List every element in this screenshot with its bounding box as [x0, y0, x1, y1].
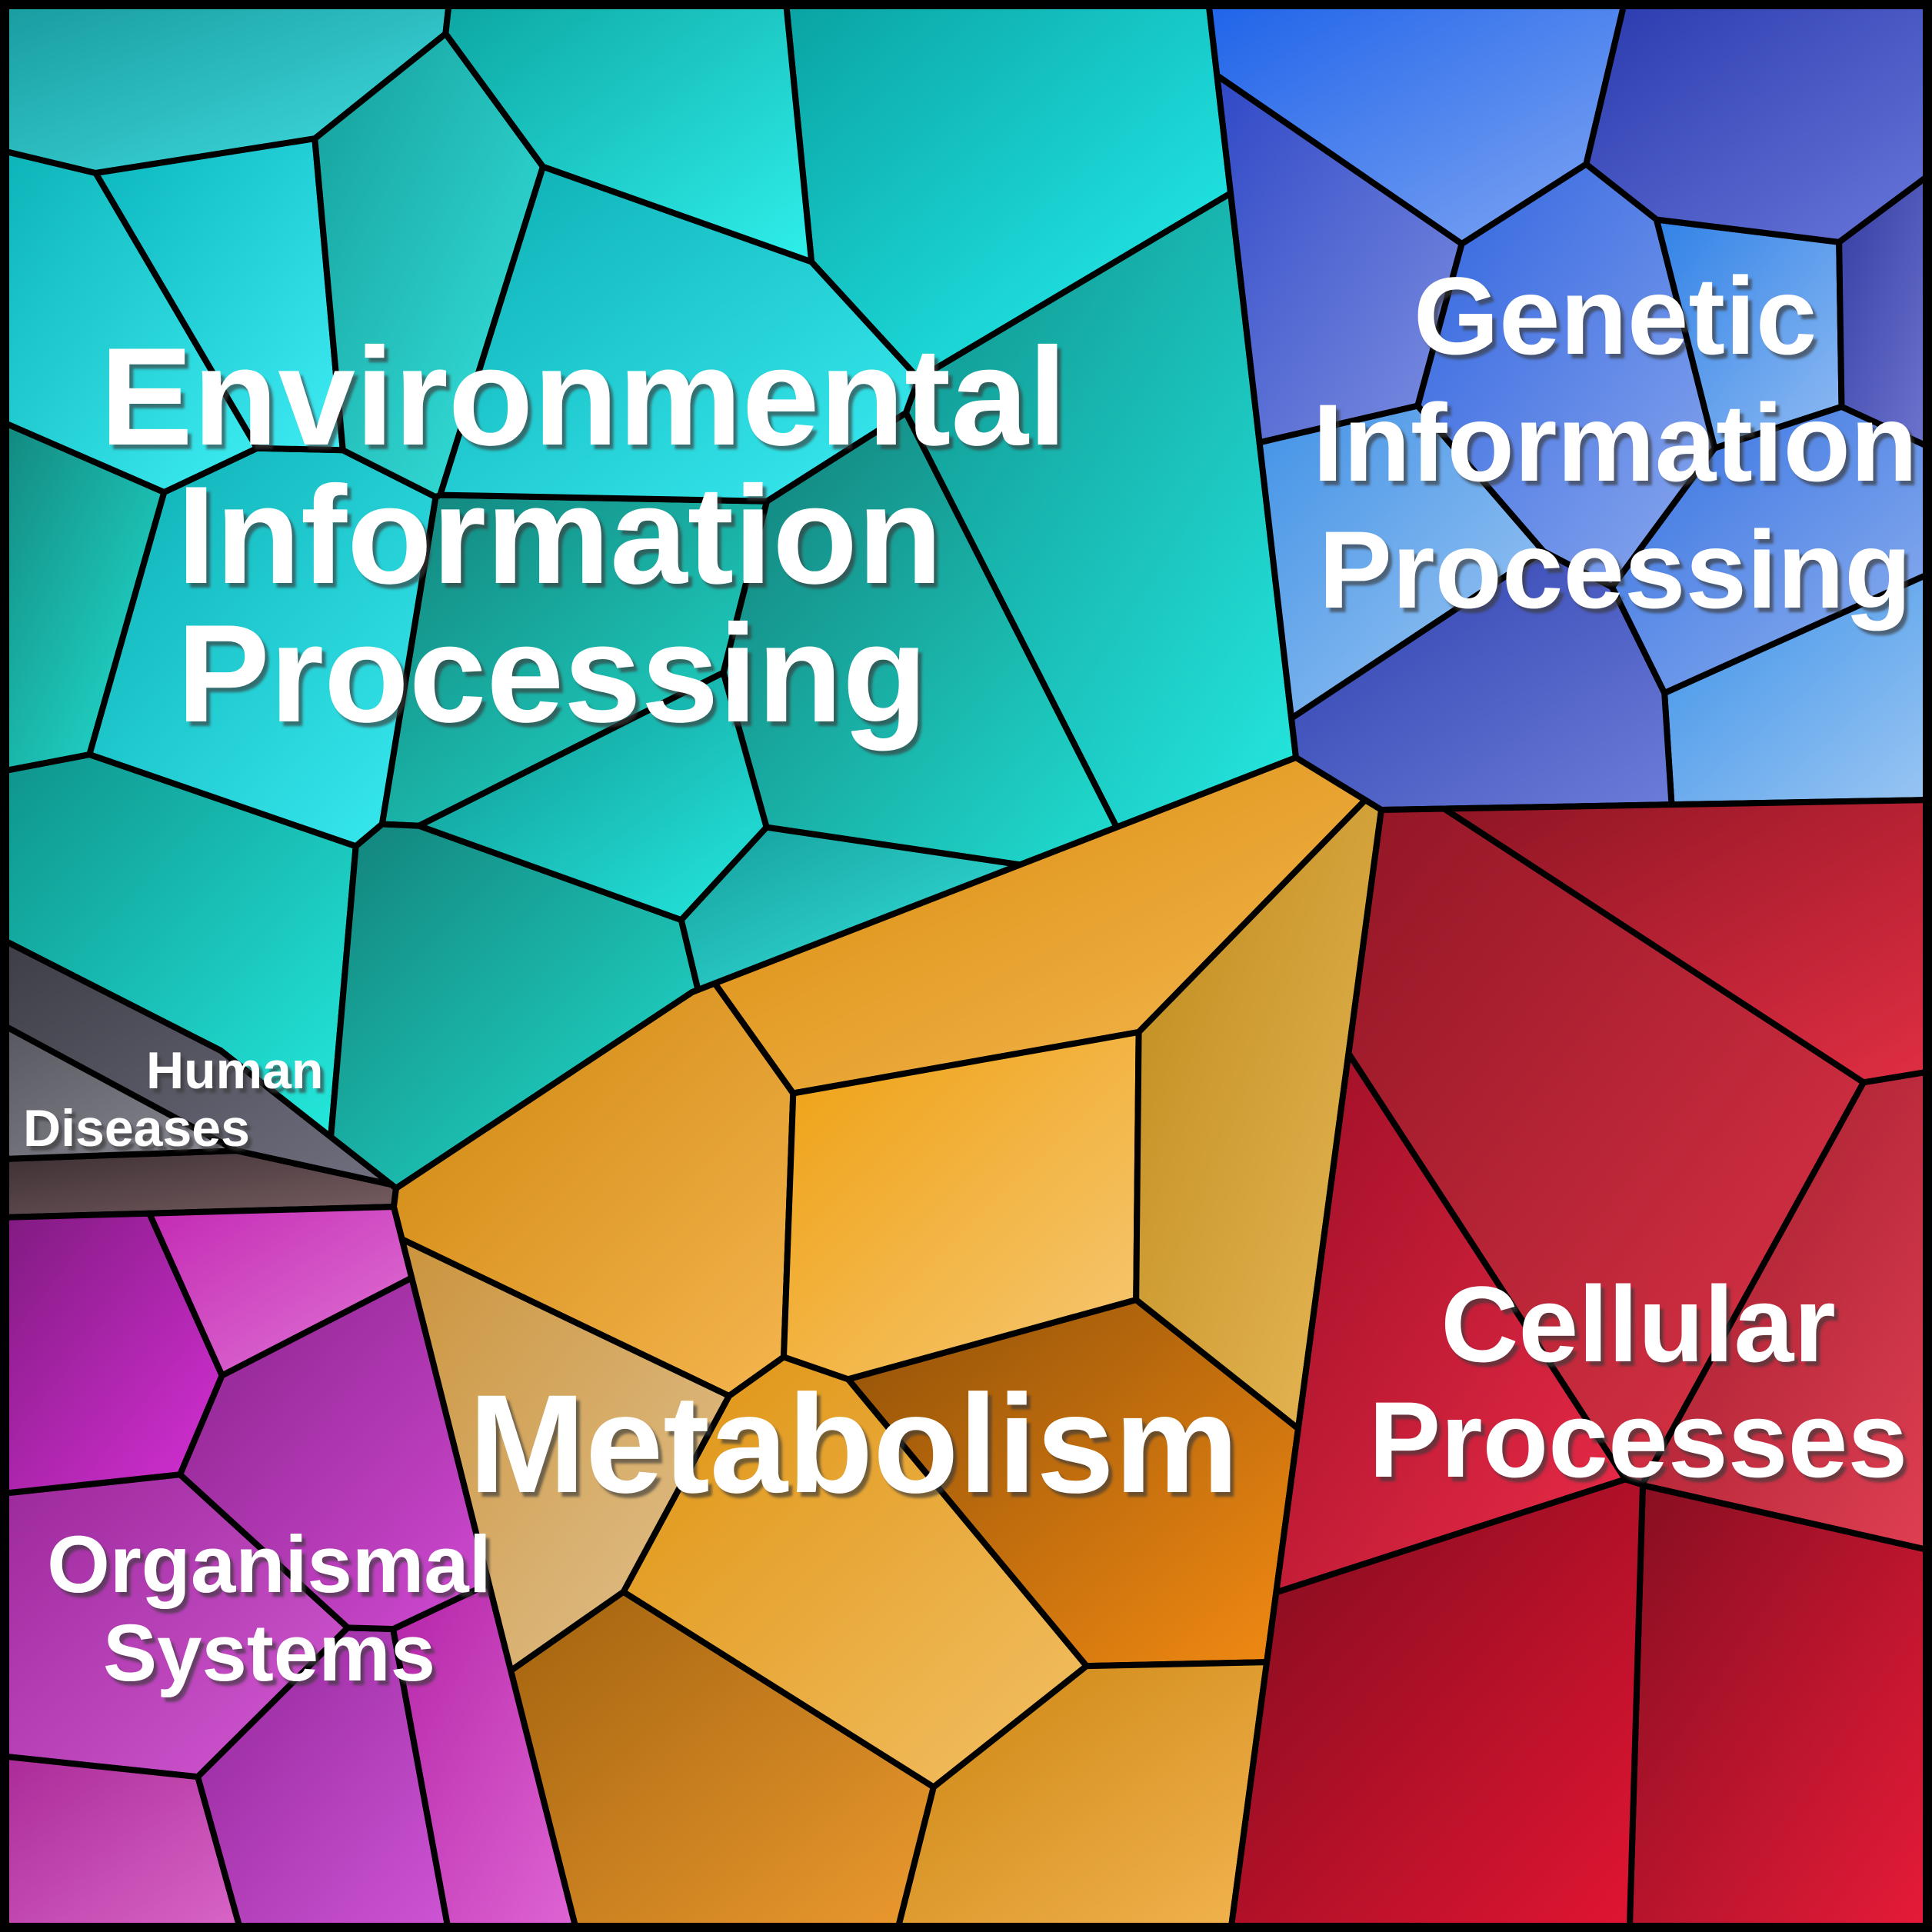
svg-text:Metabolism: Metabolism [468, 1365, 1238, 1522]
svg-text:Processing: Processing [1319, 509, 1912, 631]
svg-text:Environmental: Environmental [100, 319, 1067, 475]
svg-text:Information: Information [1313, 382, 1917, 505]
svg-text:Processes: Processes [1369, 1379, 1908, 1500]
svg-text:Organismal: Organismal [47, 1520, 491, 1610]
svg-text:Genetic: Genetic [1414, 255, 1817, 378]
svg-text:Information: Information [177, 458, 942, 613]
svg-text:Cellular: Cellular [1441, 1264, 1836, 1384]
svg-text:Processing: Processing [177, 596, 928, 751]
svg-text:Human: Human [146, 1041, 323, 1100]
svg-text:Diseases: Diseases [23, 1099, 250, 1158]
svg-text:Systems: Systems [103, 1608, 435, 1698]
